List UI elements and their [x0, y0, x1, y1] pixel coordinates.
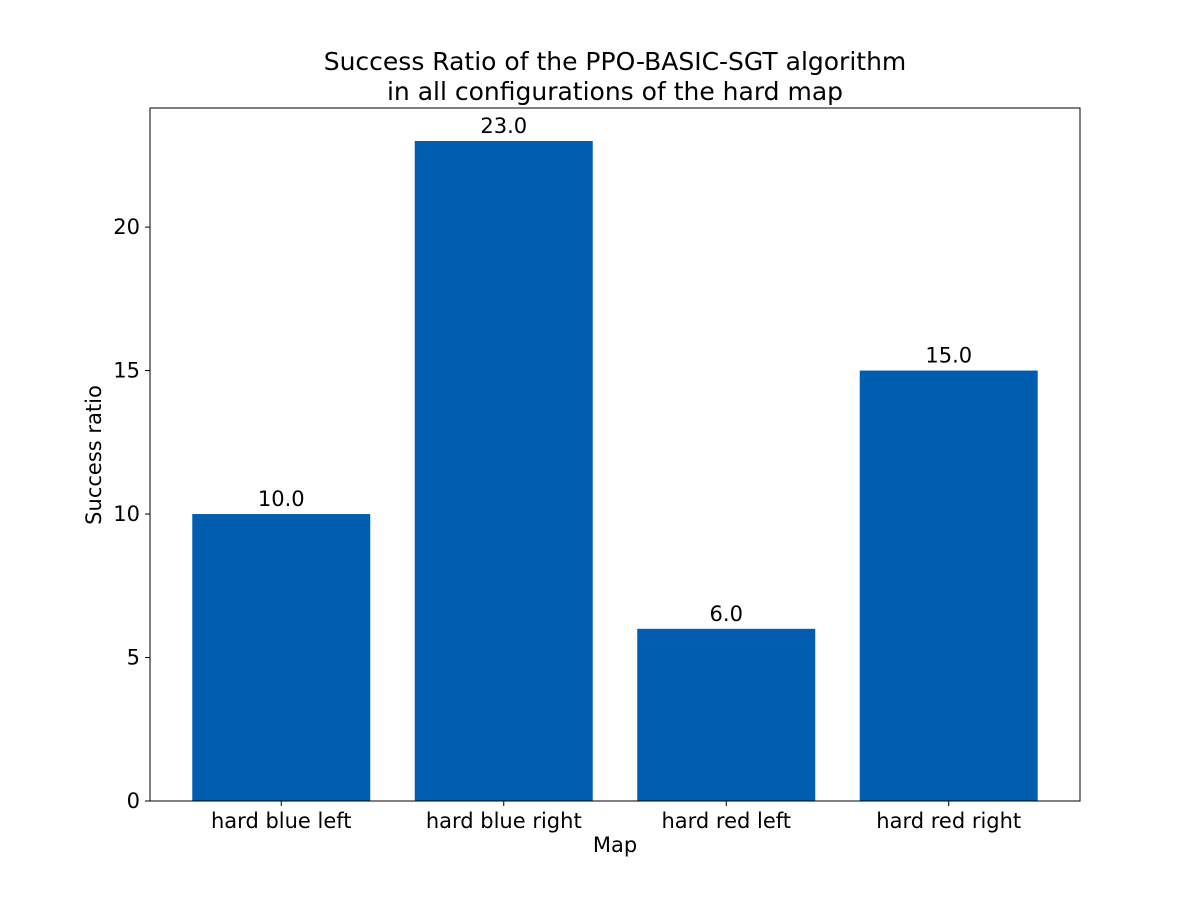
- x-axis: hard blue left hard blue right hard red le…: [211, 801, 1021, 833]
- x-tick-label: hard blue right: [426, 809, 582, 833]
- y-tick-label: 0: [127, 789, 140, 813]
- x-axis-label: Map: [593, 833, 637, 857]
- y-axis: 0 5 10 15 20: [113, 215, 150, 813]
- chart-title: Success Ratio of the PPO-BASIC-SGT algor…: [324, 47, 907, 106]
- x-tick-label: hard blue left: [211, 809, 352, 833]
- bars: [192, 141, 1038, 801]
- y-tick-label: 20: [113, 215, 140, 239]
- bar-hard-red-left: [637, 628, 816, 801]
- y-axis-label: Success ratio: [82, 385, 106, 525]
- chart-title-line-2: in all configurations of the hard map: [387, 77, 843, 106]
- bar-hard-blue-right: [414, 141, 593, 801]
- data-label: 15.0: [925, 344, 972, 368]
- x-tick-label: hard red right: [876, 809, 1021, 833]
- chart-title-line-1: Success Ratio of the PPO-BASIC-SGT algor…: [324, 47, 907, 76]
- data-label: 23.0: [480, 114, 527, 138]
- data-labels: 10.0 23.0 6.0 15.0: [258, 114, 972, 626]
- y-tick-label: 10: [113, 502, 140, 526]
- x-tick-label: hard red left: [661, 809, 791, 833]
- y-tick-label: 5: [127, 646, 140, 670]
- y-tick-label: 15: [113, 359, 140, 383]
- bar-hard-red-right: [859, 370, 1038, 801]
- plot-area-frame: [149, 107, 1081, 802]
- data-label: 10.0: [258, 487, 305, 511]
- data-label: 6.0: [710, 602, 743, 626]
- bar-hard-blue-left: [192, 514, 371, 801]
